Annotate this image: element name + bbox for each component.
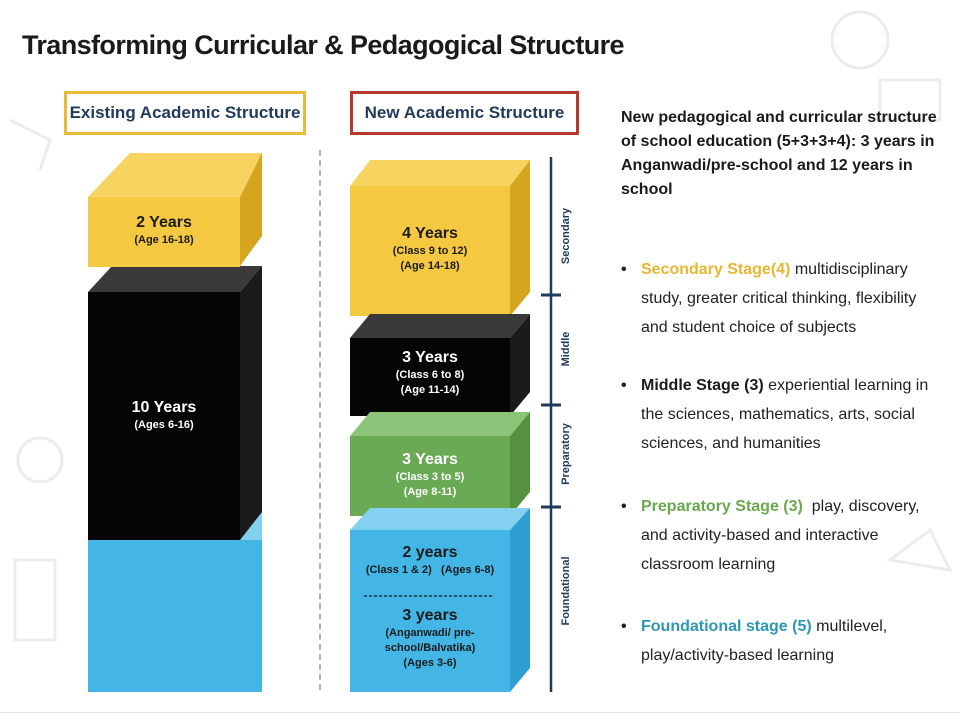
new-foundational-upper-text: 2 years (Class 1 & 2) (Ages 6-8) bbox=[350, 543, 510, 578]
new-foundational-class: (Class 1 & 2) (Ages 6-8) bbox=[365, 564, 495, 576]
existing-structure-header: Existing Academic Structure bbox=[64, 91, 306, 135]
new-middle-text: 3 Years (Class 6 to 8) (Age 11-14) bbox=[350, 348, 510, 398]
new-foundational-block bbox=[350, 508, 530, 692]
bullet-dot: • bbox=[621, 498, 627, 515]
existing-2-years-block bbox=[88, 153, 262, 267]
bullet-foundational-text: multilevel, play/activity-based learning bbox=[641, 618, 888, 664]
new-foundational-2-years: 2 years bbox=[402, 544, 458, 561]
stage-timeline bbox=[541, 157, 561, 692]
bullet-secondary-highlight: Secondary Stage(4) bbox=[641, 261, 791, 278]
stage-label-middle: Middle bbox=[560, 331, 572, 367]
bullet-dot: • bbox=[621, 618, 627, 635]
new-middle-years: 3 Years bbox=[402, 349, 458, 366]
stage-label-preparatory: Preparatory bbox=[560, 423, 572, 485]
new-preparatory-years: 3 Years bbox=[402, 451, 458, 468]
new-secondary-age: (Age 14-18) bbox=[400, 260, 460, 272]
bullet-preparatory: • Preparatory Stage (3) play, discovery,… bbox=[621, 492, 941, 579]
bullet-secondary-text: multidisciplinary study, greater critica… bbox=[641, 261, 917, 336]
existing-10-years-age: (Ages 6-16) bbox=[134, 419, 194, 431]
bullet-foundational-highlight: Foundational stage (5) bbox=[641, 618, 812, 635]
bullet-preparatory-highlight: Preparatory Stage (3) bbox=[641, 498, 803, 515]
new-foundational-age: (Ages 3-6) bbox=[403, 657, 457, 669]
new-preparatory-age: (Age 8-11) bbox=[403, 486, 457, 498]
bullet-foundational: • Foundational stage (5) multilevel, pla… bbox=[621, 612, 941, 670]
description-title: New pedagogical and curricular structure… bbox=[621, 109, 937, 198]
new-preparatory-class: (Class 3 to 5) bbox=[395, 471, 465, 483]
bullet-secondary: • Secondary Stage(4) multidisciplinary s… bbox=[621, 255, 941, 342]
existing-2-years-age: (Age 16-18) bbox=[134, 234, 194, 246]
existing-2-years-label: 2 Years bbox=[136, 214, 192, 231]
bullet-dot: • bbox=[621, 261, 627, 278]
new-structure-header: New Academic Structure bbox=[350, 91, 579, 135]
new-secondary-text: 4 Years (Class 9 to 12) (Age 14-18) bbox=[350, 224, 510, 274]
existing-10-years-block bbox=[88, 266, 262, 540]
page-title: Transforming Curricular & Pedagogical St… bbox=[22, 30, 625, 60]
new-secondary-years: 4 Years bbox=[402, 225, 458, 242]
bullet-middle: • Middle Stage (3) experiential learning… bbox=[621, 371, 941, 458]
column-divider bbox=[319, 150, 321, 690]
new-middle-block bbox=[350, 314, 530, 416]
new-preparatory-text: 3 Years (Class 3 to 5) (Age 8-11) bbox=[350, 450, 510, 500]
bullet-dot: • bbox=[621, 377, 627, 394]
bottom-rule bbox=[0, 712, 960, 713]
new-foundational-line2: school/Balvatika) bbox=[384, 642, 476, 654]
bullet-middle-text: experiential learning in the sciences, m… bbox=[641, 377, 929, 452]
new-foundational-lower-text: 3 years (Anganwadi/ pre- school/Balvatik… bbox=[350, 606, 510, 671]
new-foundational-line1: (Anganwadi/ pre- bbox=[385, 627, 475, 639]
existing-10-years-text: 10 Years (Ages 6-16) bbox=[88, 398, 240, 433]
new-middle-age: (Age 11-14) bbox=[400, 384, 460, 396]
new-middle-class: (Class 6 to 8) bbox=[395, 369, 465, 381]
existing-10-years-label: 10 Years bbox=[131, 399, 197, 416]
bullet-middle-highlight: Middle Stage (3) bbox=[641, 377, 764, 394]
new-secondary-block bbox=[350, 160, 530, 316]
stage-label-foundational: Foundational bbox=[560, 556, 572, 626]
new-secondary-class: (Class 9 to 12) bbox=[392, 245, 468, 257]
new-preparatory-block bbox=[350, 412, 530, 516]
existing-2-years-text: 2 Years (Age 16-18) bbox=[88, 213, 240, 248]
bullet-preparatory-text: play, discovery, and activity-based and … bbox=[641, 498, 925, 573]
stage-label-secondary: Secondary bbox=[560, 207, 572, 265]
new-foundational-3-years: 3 years bbox=[402, 607, 458, 624]
